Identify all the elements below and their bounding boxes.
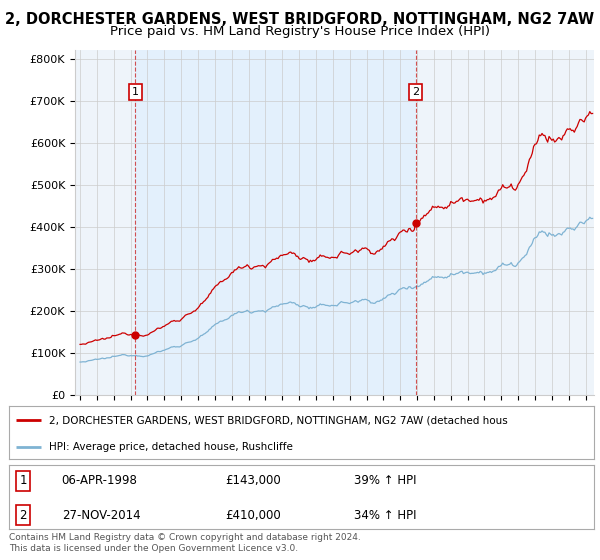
- Text: 34% ↑ HPI: 34% ↑ HPI: [354, 508, 416, 521]
- Text: 39% ↑ HPI: 39% ↑ HPI: [354, 474, 416, 487]
- Text: Price paid vs. HM Land Registry's House Price Index (HPI): Price paid vs. HM Land Registry's House …: [110, 25, 490, 38]
- Text: 1: 1: [131, 87, 139, 97]
- Text: 2: 2: [412, 87, 419, 97]
- Text: Contains HM Land Registry data © Crown copyright and database right 2024.
This d: Contains HM Land Registry data © Crown c…: [9, 533, 361, 553]
- Text: 06-APR-1998: 06-APR-1998: [62, 474, 137, 487]
- Text: 1: 1: [20, 474, 27, 487]
- Text: £143,000: £143,000: [226, 474, 281, 487]
- Text: HPI: Average price, detached house, Rushcliffe: HPI: Average price, detached house, Rush…: [49, 442, 293, 452]
- Text: 2, DORCHESTER GARDENS, WEST BRIDGFORD, NOTTINGHAM, NG2 7AW (detached hous: 2, DORCHESTER GARDENS, WEST BRIDGFORD, N…: [49, 416, 508, 426]
- Text: £410,000: £410,000: [226, 508, 281, 521]
- Text: 27-NOV-2014: 27-NOV-2014: [62, 508, 140, 521]
- Bar: [135, 50, 416, 395]
- Text: 2: 2: [20, 508, 27, 521]
- Text: 2, DORCHESTER GARDENS, WEST BRIDGFORD, NOTTINGHAM, NG2 7AW: 2, DORCHESTER GARDENS, WEST BRIDGFORD, N…: [5, 12, 595, 27]
